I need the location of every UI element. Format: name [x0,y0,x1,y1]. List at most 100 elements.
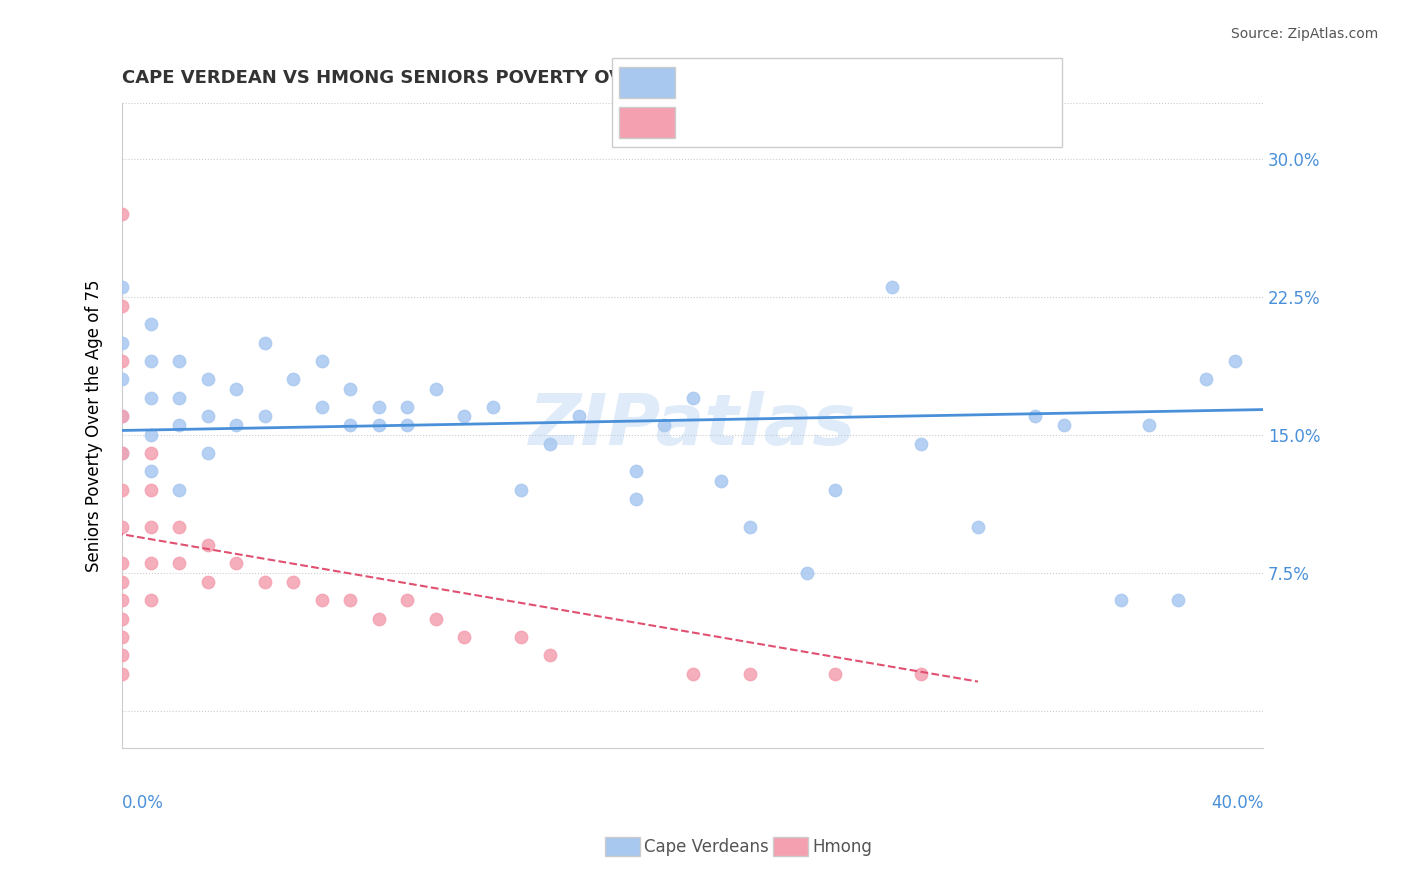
Point [311,593,333,607]
Point [425,612,447,626]
Point [111,372,134,386]
Point [111,519,134,533]
Point [796,566,818,580]
Point [283,574,305,589]
Point [824,666,846,681]
Point [367,400,389,414]
Point [567,409,589,424]
Point [111,574,134,589]
Point [538,437,561,451]
Point [111,207,134,221]
Point [139,354,162,368]
Text: R = -0.364   N = 38: R = -0.364 N = 38 [686,110,849,128]
Point [624,491,647,506]
Point [510,630,533,644]
Point [139,465,162,479]
Point [197,409,219,424]
Point [111,666,134,681]
Point [111,648,134,663]
Text: Hmong: Hmong [813,838,873,855]
Point [1195,372,1218,386]
Point [311,354,333,368]
Y-axis label: Seniors Poverty Over the Age of 75: Seniors Poverty Over the Age of 75 [86,279,103,572]
Point [710,474,733,488]
Point [111,280,134,294]
Point [283,372,305,386]
Point [139,446,162,460]
Point [111,446,134,460]
Point [111,354,134,368]
Point [453,630,475,644]
Point [197,372,219,386]
Point [652,418,675,433]
Point [510,483,533,497]
Point [111,446,134,460]
Point [139,557,162,571]
Point [339,593,361,607]
Point [910,437,932,451]
Point [682,666,704,681]
Point [396,400,419,414]
Point [396,418,419,433]
Point [111,409,134,424]
Text: R =  0.097   N = 54: R = 0.097 N = 54 [686,70,848,87]
Point [1137,418,1160,433]
Point [197,574,219,589]
Point [111,612,134,626]
Text: CAPE VERDEAN VS HMONG SENIORS POVERTY OVER THE AGE OF 75 CORRELATION CHART: CAPE VERDEAN VS HMONG SENIORS POVERTY OV… [122,69,1028,87]
Point [167,519,190,533]
Point [167,418,190,433]
Point [682,391,704,405]
Point [882,280,904,294]
Point [197,446,219,460]
Point [111,299,134,313]
Point [367,418,389,433]
Point [1223,354,1246,368]
Point [197,538,219,552]
Point [1052,418,1074,433]
Point [1024,409,1046,424]
Text: 40.0%: 40.0% [1211,794,1263,812]
Point [910,666,932,681]
Text: Source: ZipAtlas.com: Source: ZipAtlas.com [1230,27,1378,41]
Point [738,666,761,681]
Text: ZIPatlas: ZIPatlas [529,391,856,460]
Point [253,574,276,589]
Point [396,593,419,607]
Point [167,391,190,405]
Point [339,418,361,433]
Point [225,418,247,433]
Point [167,483,190,497]
Point [425,382,447,396]
Point [482,400,505,414]
Point [253,335,276,350]
Point [538,648,561,663]
Point [225,557,247,571]
Point [167,354,190,368]
Point [367,612,389,626]
Point [111,409,134,424]
Point [1109,593,1132,607]
Point [139,593,162,607]
Point [339,382,361,396]
Point [225,382,247,396]
Point [111,483,134,497]
Point [111,593,134,607]
Point [139,427,162,442]
Point [139,483,162,497]
Point [139,519,162,533]
Point [1167,593,1189,607]
Point [453,409,475,424]
Point [167,557,190,571]
Point [253,409,276,424]
Point [111,557,134,571]
Point [738,519,761,533]
Point [967,519,990,533]
Point [111,630,134,644]
Point [139,391,162,405]
Point [139,317,162,331]
Point [824,483,846,497]
Point [111,335,134,350]
Point [624,465,647,479]
Point [311,400,333,414]
